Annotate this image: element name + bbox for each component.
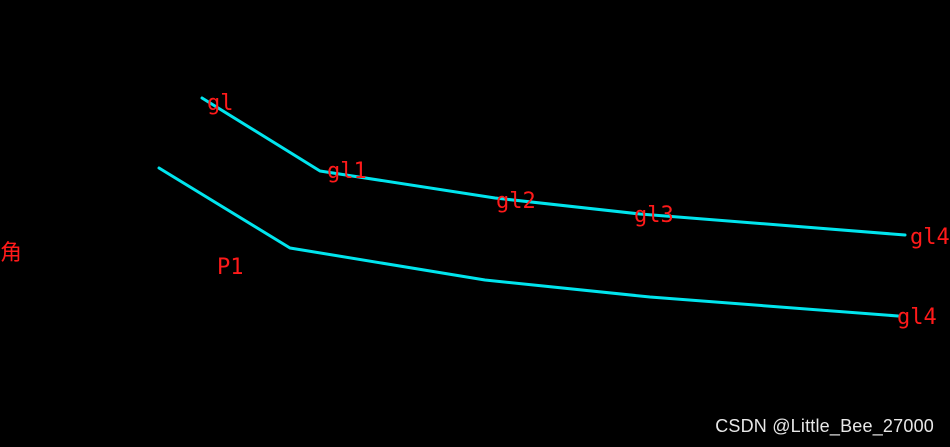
lower-polyline <box>157 166 900 318</box>
left-edge-label: 角 <box>0 241 22 266</box>
lower-p1-label: P1 <box>217 255 244 280</box>
upper-end-label: gl4 <box>910 225 950 250</box>
upper-vertex3-label: gl3 <box>634 203 674 228</box>
upper-vertex2-label: gl2 <box>496 189 536 214</box>
csdn-watermark: CSDN @Little_Bee_27000 <box>715 416 934 436</box>
lower-end-label: gl4 <box>897 305 937 330</box>
upper-polyline <box>200 96 907 237</box>
upper-start-label: gl <box>207 91 234 116</box>
upper-vertex1-label: gl1 <box>327 159 367 184</box>
